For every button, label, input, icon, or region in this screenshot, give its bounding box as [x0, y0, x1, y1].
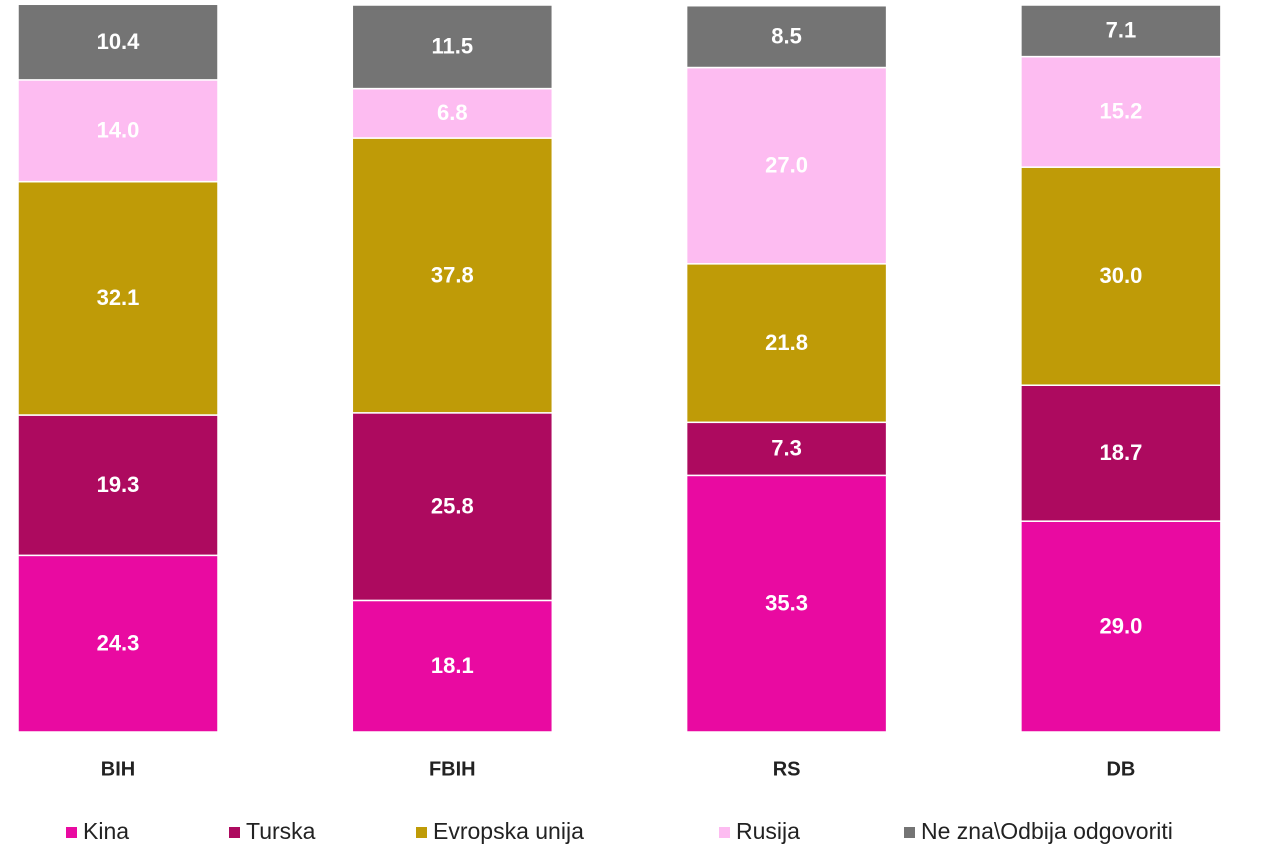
bar-segment — [1020, 520, 1222, 733]
bar-segment — [351, 4, 554, 90]
value-label: 27.0 — [765, 152, 808, 177]
bar-segment — [685, 4, 888, 69]
legend-label: Kina — [83, 818, 129, 844]
bar-segment — [685, 421, 888, 477]
value-label: 15.2 — [1099, 99, 1142, 124]
value-label: 21.8 — [765, 330, 808, 355]
bar-segment — [351, 137, 554, 414]
value-label: 32.1 — [97, 285, 140, 310]
value-label: 18.7 — [1099, 440, 1142, 465]
bar-segment — [1020, 55, 1222, 168]
value-label: 19.3 — [97, 472, 140, 497]
bar-segment — [1020, 384, 1222, 522]
bar-segment — [1020, 4, 1222, 58]
bar-segment — [17, 79, 219, 183]
x-tick-label: BIH — [101, 758, 135, 780]
bar-segment — [17, 3, 219, 81]
bar-segment — [351, 412, 554, 602]
legend-swatch — [229, 827, 240, 838]
value-label: 14.0 — [97, 118, 140, 143]
legend-swatch — [416, 827, 427, 838]
bar-segment — [685, 263, 888, 424]
legend-swatch — [904, 827, 915, 838]
value-label: 25.8 — [431, 493, 474, 518]
value-label: 11.5 — [431, 34, 473, 59]
legend-swatch — [719, 827, 730, 838]
value-label: 8.5 — [771, 23, 802, 48]
bar-segment — [351, 599, 554, 733]
value-label: 7.3 — [771, 436, 802, 461]
bar-segment — [17, 554, 219, 733]
value-label: 18.1 — [431, 653, 474, 678]
value-label: 6.8 — [437, 100, 468, 125]
value-label: 37.8 — [431, 262, 474, 287]
value-label: 24.3 — [97, 630, 140, 655]
bar-segment — [685, 474, 888, 733]
value-label: 29.0 — [1099, 613, 1142, 638]
x-tick-label: DB — [1106, 758, 1135, 780]
value-label: 10.4 — [97, 29, 141, 54]
value-label: 7.1 — [1106, 18, 1137, 43]
x-tick-label: FBIH — [429, 758, 476, 780]
legend-swatch — [66, 827, 77, 838]
bar-segment — [17, 414, 219, 557]
legend-label: Rusija — [736, 818, 800, 844]
x-tick-label: RS — [773, 758, 801, 780]
bar-segment — [1020, 166, 1222, 386]
value-label: 30.0 — [1099, 263, 1142, 288]
legend-label: Ne zna\Odbija odgovoriti — [921, 818, 1173, 844]
legend-label: Evropska unija — [433, 818, 584, 844]
legend-label: Turska — [246, 818, 316, 844]
bar-segment — [351, 87, 554, 139]
value-label: 35.3 — [765, 590, 808, 615]
